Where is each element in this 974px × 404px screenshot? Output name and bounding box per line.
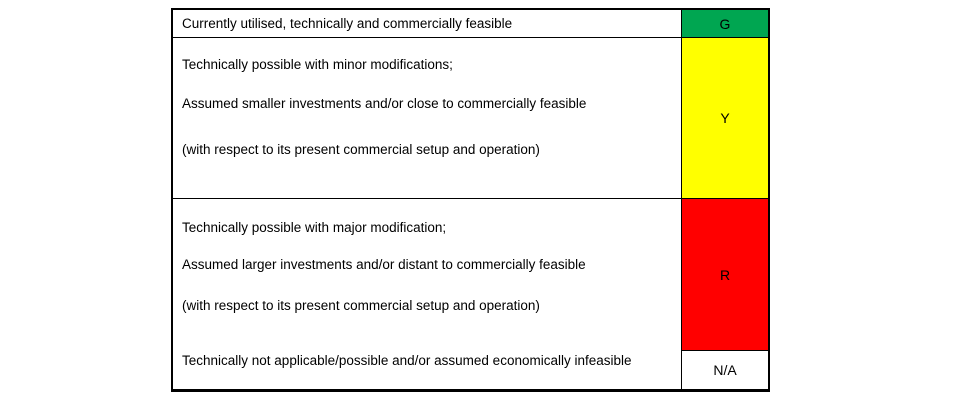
legend-code-cell-na: N/A (682, 351, 768, 389)
legend-description-green: Currently utilised, technically and comm… (173, 10, 682, 38)
legend-description-na: Technically not applicable/possible and/… (173, 351, 682, 389)
legend-code-cell-green: G (682, 10, 768, 38)
legend-paragraph: (with respect to its present commercial … (182, 142, 540, 157)
legend-description-yellow: Technically possible with minor modifica… (173, 38, 682, 199)
legend-paragraph: Technically possible with minor modifica… (182, 57, 453, 72)
legend-paragraph: Technically possible with major modifica… (182, 220, 447, 235)
legend-code-cell-red: R (682, 199, 768, 351)
legend-paragraph: Technically not applicable/possible and/… (182, 353, 632, 368)
legend-paragraph: Assumed larger investments and/or distan… (182, 257, 586, 272)
feasibility-legend-table: Currently utilised, technically and comm… (171, 8, 770, 392)
legend-paragraph: Currently utilised, technically and comm… (182, 16, 513, 31)
legend-paragraph: Assumed smaller investments and/or close… (182, 96, 587, 111)
legend-code-cell-yellow: Y (682, 38, 768, 199)
legend-description-red: Technically possible with major modifica… (173, 199, 682, 351)
legend-paragraph: (with respect to its present commercial … (182, 298, 540, 313)
